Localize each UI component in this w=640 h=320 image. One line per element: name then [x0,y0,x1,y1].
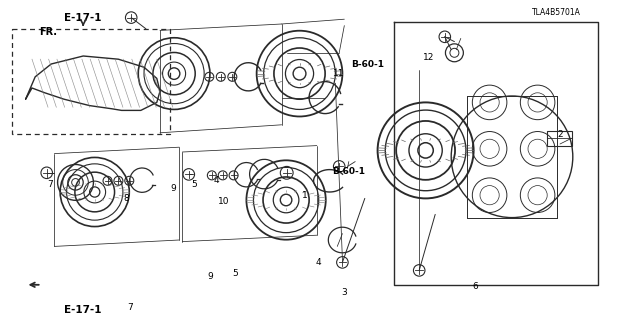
Text: 9: 9 [208,272,213,281]
Text: 8: 8 [124,194,129,203]
Text: TLA4B5701A: TLA4B5701A [532,8,581,17]
Text: 5: 5 [191,180,196,188]
Text: 10: 10 [218,197,230,206]
Text: E-17-1: E-17-1 [65,305,102,316]
Text: 4: 4 [214,176,219,185]
Text: 4: 4 [316,258,321,267]
Text: 3: 3 [342,288,347,297]
Text: 9: 9 [170,184,175,193]
Text: 12: 12 [423,53,435,62]
Text: 5: 5 [233,269,238,278]
Text: 11: 11 [333,69,345,78]
Text: 2: 2 [557,130,563,139]
Text: B-60-1: B-60-1 [332,167,365,176]
Text: 7: 7 [47,180,52,188]
Bar [547,131,572,146]
Text: B-60-1: B-60-1 [351,60,385,68]
Text: E-17-1: E-17-1 [65,12,102,23]
Text: 6: 6 [472,282,477,291]
Text: 7: 7 [127,303,132,312]
Text: 1: 1 [303,191,308,200]
Text: FR.: FR. [39,27,57,37]
